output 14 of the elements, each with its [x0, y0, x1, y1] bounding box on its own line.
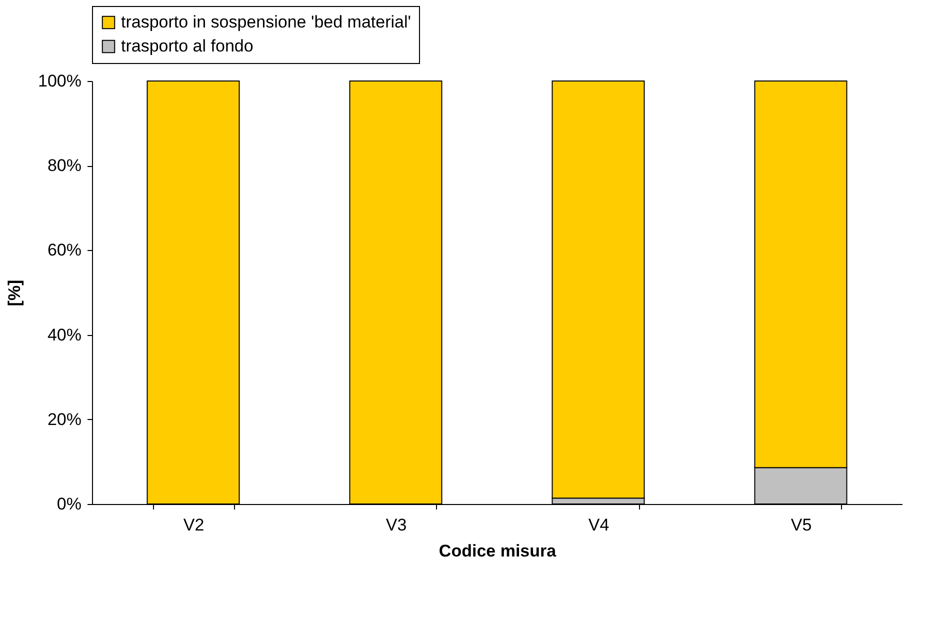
y-tick-label: 60% [47, 240, 82, 260]
x-axis-title: Codice misura [438, 542, 557, 560]
x-tick-label: V5 [790, 516, 812, 534]
y-tick-label: 20% [47, 410, 82, 429]
y-tick-label: 80% [47, 156, 82, 176]
x-tick-label: V4 [588, 516, 610, 534]
legend-label: trasporto al fondo [121, 36, 254, 56]
y-tick-label: 40% [47, 325, 82, 344]
y-tick-label: 100% [38, 72, 82, 90]
x-tick-label: V2 [183, 516, 204, 534]
x-tick-label: V3 [386, 516, 407, 534]
legend-label: trasporto in sospensione 'bed material' [121, 12, 411, 32]
y-axis-title: [%] [5, 280, 24, 306]
y-tick-label: 0% [56, 494, 82, 514]
